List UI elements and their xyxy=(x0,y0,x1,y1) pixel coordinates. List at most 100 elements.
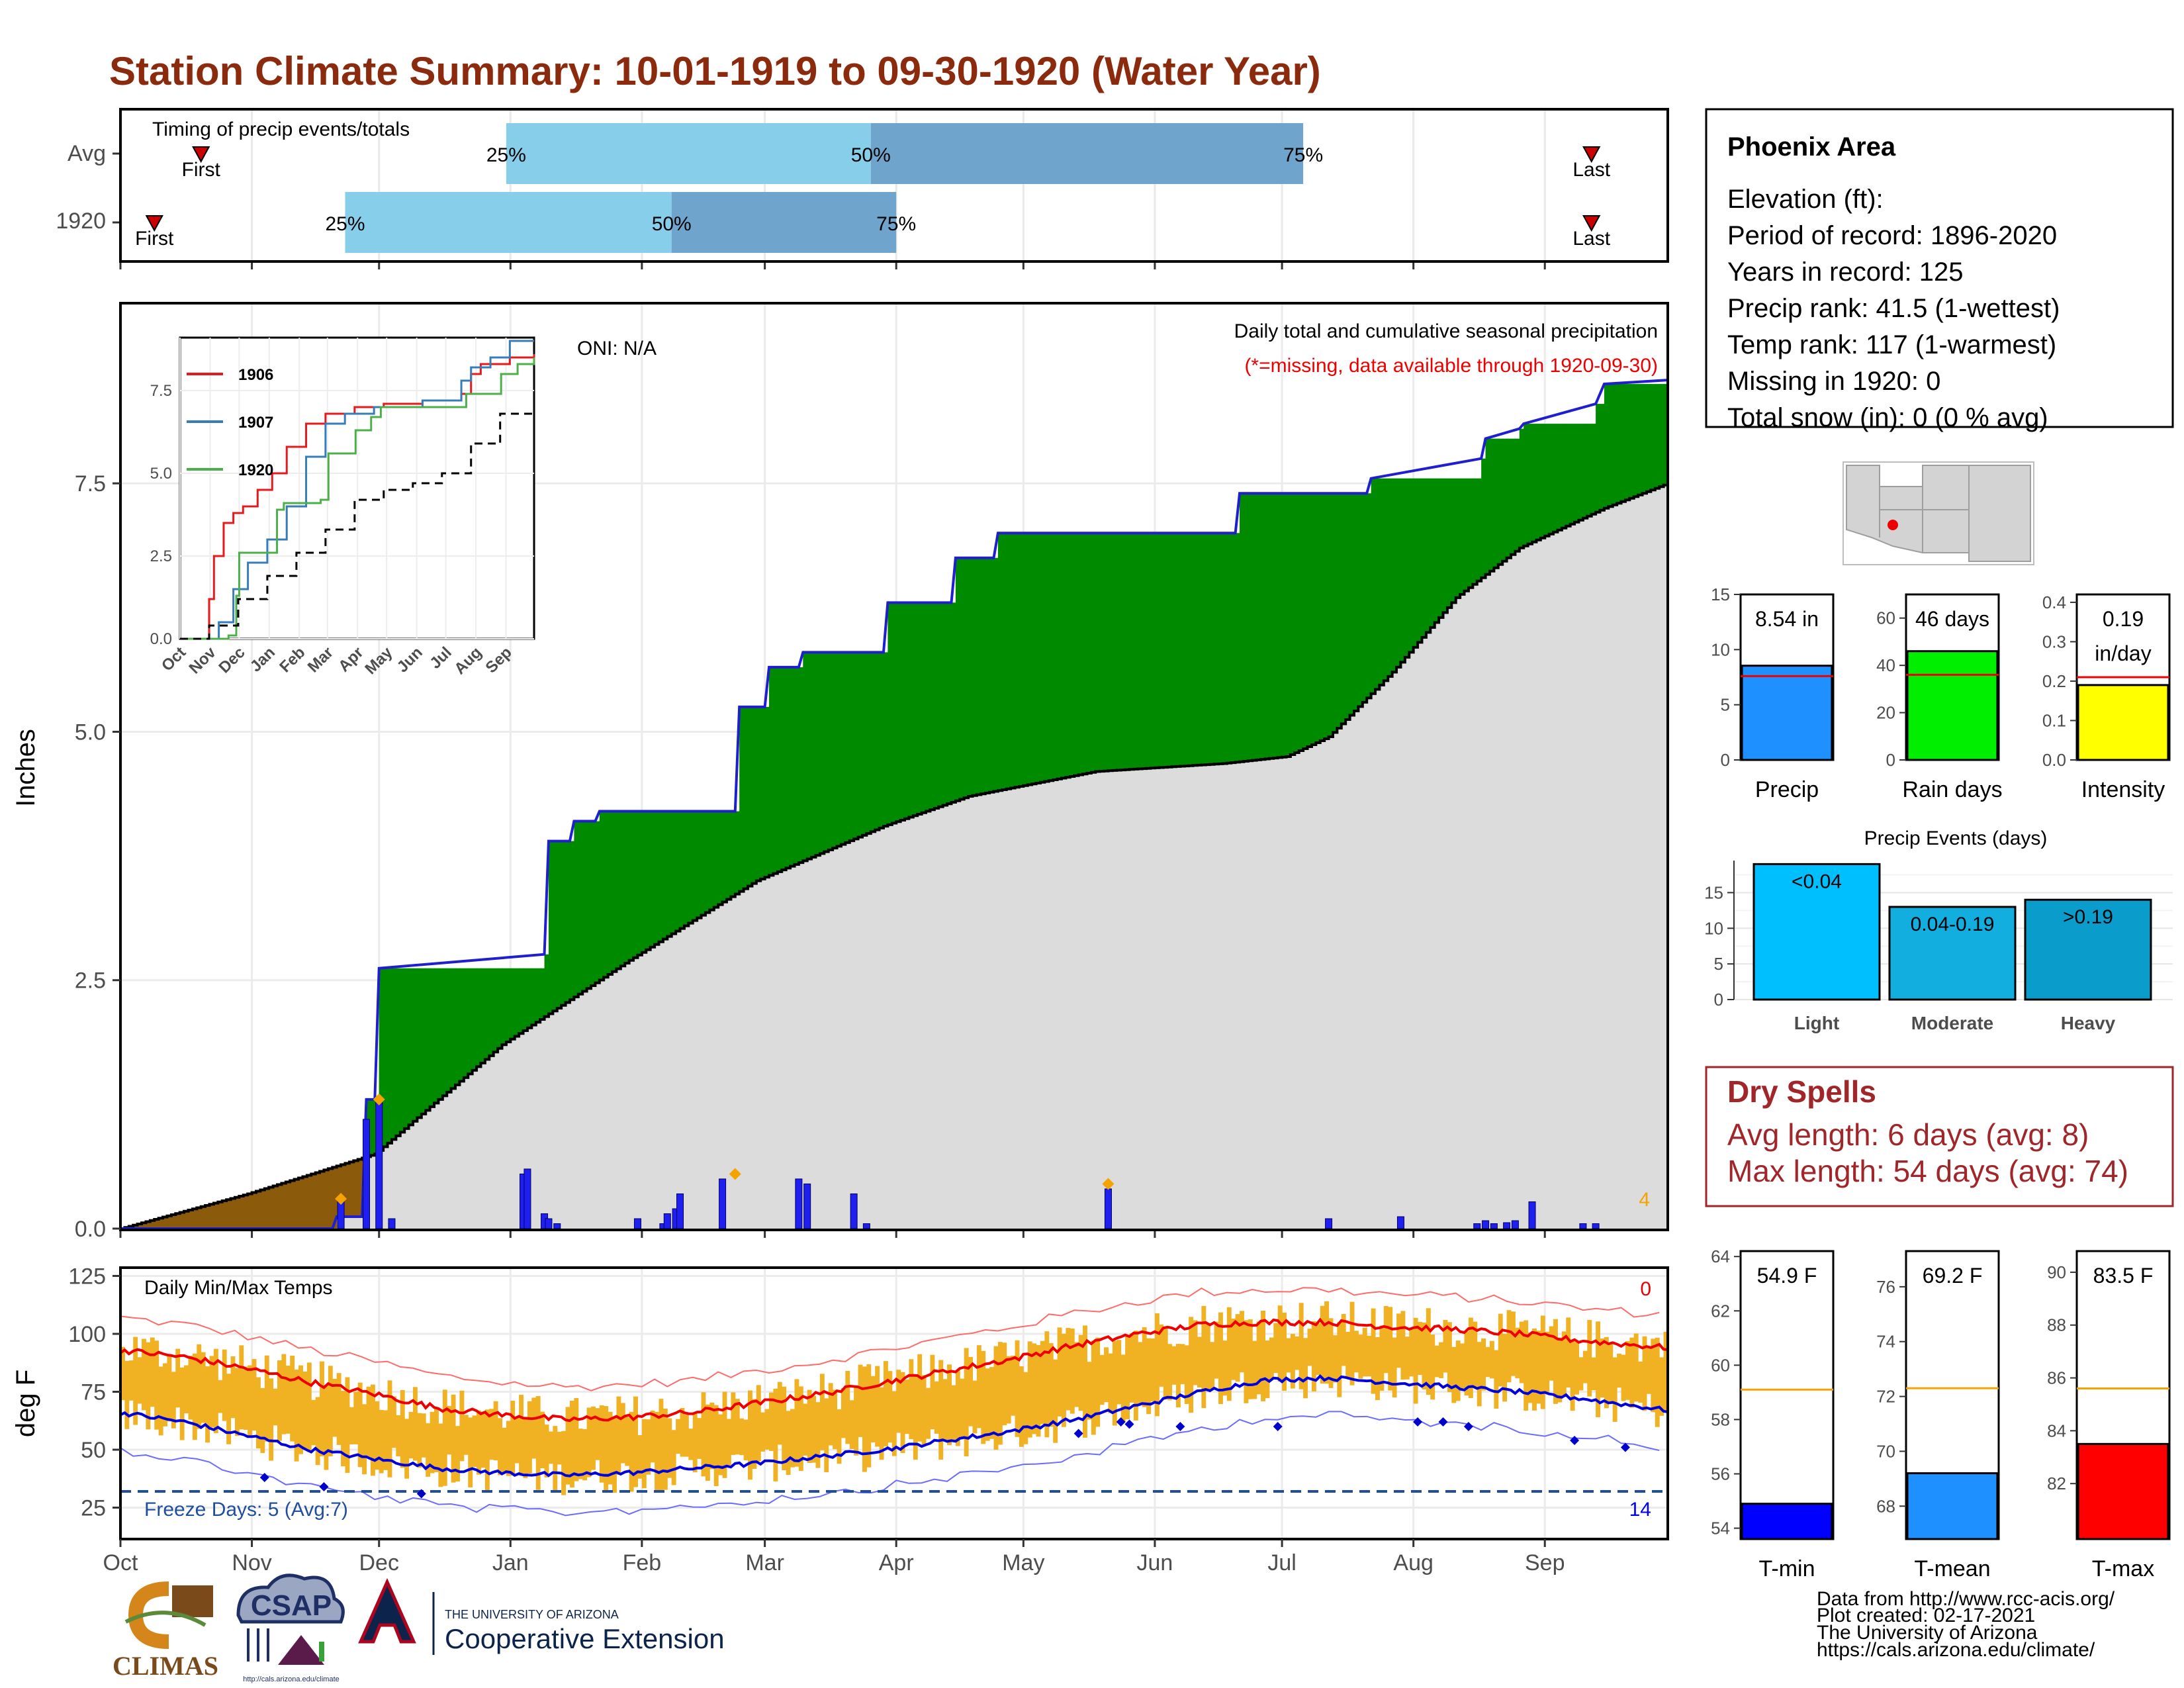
temp-y-tick-label: 125 xyxy=(68,1264,106,1289)
summary-tick-label: 0.4 xyxy=(2042,592,2066,612)
precip-y-ticks: 0.0 2.5 5.0 7.5 xyxy=(75,471,120,1242)
surplus-area xyxy=(1600,404,1605,510)
daily-temp-bar xyxy=(752,1399,757,1469)
daily-temp-bar xyxy=(1324,1301,1330,1384)
daily-temp-bar xyxy=(197,1344,202,1429)
daily-temp-bar xyxy=(142,1338,146,1411)
surplus-area xyxy=(1404,478,1410,657)
surplus-area xyxy=(659,811,664,942)
daily-temp-bar xyxy=(1205,1323,1210,1389)
daily-temp-bar xyxy=(498,1418,502,1476)
daily-temp-bar xyxy=(1515,1327,1520,1379)
daily-temp-bar xyxy=(1439,1342,1444,1378)
precip-note: Daily total and cumulative seasonal prec… xyxy=(1234,320,1658,342)
surplus-area xyxy=(769,667,774,876)
surplus-area xyxy=(1205,533,1210,765)
daily-temp-bar xyxy=(1214,1321,1219,1379)
surplus-area xyxy=(964,557,969,798)
surplus-area xyxy=(1269,493,1274,759)
daily-temp-bar xyxy=(1146,1338,1152,1415)
surplus-area xyxy=(777,667,782,872)
csap-logo-cactus xyxy=(319,1642,324,1662)
cold-day-marker xyxy=(1413,1417,1423,1427)
daily-temp-bar xyxy=(175,1348,181,1408)
daily-temp-bar xyxy=(290,1355,295,1442)
surplus-area xyxy=(913,602,918,816)
daily-precip-bar xyxy=(663,1213,671,1229)
summary-value-text: 0.19 xyxy=(2103,607,2144,631)
daily-temp-bar xyxy=(1451,1346,1457,1403)
month-label: Jul xyxy=(1267,1550,1296,1575)
deficit-area xyxy=(298,1178,304,1229)
deficit-area xyxy=(281,1183,287,1229)
daily-temp-bar xyxy=(248,1365,253,1438)
daily-temp-bar xyxy=(625,1417,630,1466)
surplus-area xyxy=(1655,384,1660,489)
events-bar-label: Moderate xyxy=(1911,1013,1993,1033)
surplus-area xyxy=(819,652,825,854)
surplus-area xyxy=(1574,424,1580,522)
daily-temp-bar xyxy=(1108,1353,1113,1413)
daily-temp-bar xyxy=(1256,1321,1261,1395)
last-marker xyxy=(1582,146,1601,164)
surplus-area xyxy=(616,811,621,969)
surplus-area xyxy=(1112,533,1117,771)
daily-temp-bar xyxy=(477,1410,481,1475)
events-title: Precip Events (days) xyxy=(1864,827,2048,849)
month-label: Jan xyxy=(492,1550,529,1575)
surplus-area xyxy=(1489,438,1494,571)
precip-areas xyxy=(120,379,1669,1230)
daily-temp-bar xyxy=(146,1342,151,1430)
daily-temp-bar xyxy=(124,1360,130,1429)
surplus-area xyxy=(1506,438,1512,558)
surplus-area xyxy=(1316,493,1321,743)
daily-temp-bar xyxy=(320,1361,324,1457)
daily-temp-bar xyxy=(1116,1340,1122,1405)
daily-temp-bar xyxy=(989,1367,995,1439)
summary-tick-label: 15 xyxy=(1711,585,1730,604)
daily-temp-bar xyxy=(1277,1305,1283,1382)
surplus-area xyxy=(752,706,757,884)
summary-tick-label: 0.1 xyxy=(2042,710,2066,730)
temp-y-ticks: 25 50 75 100 125 xyxy=(68,1264,120,1521)
surplus-area xyxy=(1180,533,1185,767)
cold-day-marker xyxy=(1124,1419,1134,1429)
daily-temp-bar xyxy=(1659,1357,1664,1416)
daily-temp-bar xyxy=(1642,1336,1647,1411)
temp-summary-tick-label: 88 xyxy=(2047,1315,2066,1335)
daily-temp-bar xyxy=(179,1367,185,1440)
surplus-area xyxy=(845,652,850,843)
daily-temp-bar xyxy=(726,1419,731,1466)
surplus-area xyxy=(1451,478,1457,603)
daily-temp-bar xyxy=(426,1423,431,1477)
cold-day-marker xyxy=(1438,1417,1448,1427)
surplus-area xyxy=(404,968,410,1129)
surplus-area xyxy=(629,811,634,961)
surplus-area xyxy=(1095,533,1101,772)
inset-y-tick-label: 0.0 xyxy=(150,630,172,648)
daily-temp-bar xyxy=(167,1354,172,1422)
daily-temp-bar xyxy=(705,1404,710,1481)
surplus-area xyxy=(421,968,426,1114)
surplus-area xyxy=(1527,424,1533,544)
daily-temp-bar xyxy=(1027,1341,1032,1438)
deficit-area xyxy=(336,1166,341,1217)
daily-temp-bar xyxy=(578,1429,583,1479)
surplus-area xyxy=(1129,533,1134,770)
daily-temp-bar xyxy=(1074,1342,1079,1407)
daily-temp-bar xyxy=(1133,1331,1138,1421)
temp-summary-label: T-min xyxy=(1759,1556,1815,1581)
surplus-area xyxy=(582,821,588,992)
daily-temp-bar xyxy=(1651,1338,1656,1413)
daily-temp-bar xyxy=(985,1368,990,1441)
daily-temp-bar xyxy=(1218,1312,1223,1405)
surplus-area xyxy=(701,811,706,915)
deficit-area xyxy=(133,1225,138,1229)
event-marker xyxy=(729,1168,741,1180)
cold-count: 14 xyxy=(1629,1499,1651,1521)
daily-temp-bar xyxy=(1358,1335,1363,1379)
summary-tick-label: 60 xyxy=(1876,608,1895,628)
daily-temp-bar xyxy=(285,1366,291,1434)
daily-temp-bar xyxy=(1549,1326,1554,1381)
daily-temp-bar xyxy=(1506,1310,1512,1383)
